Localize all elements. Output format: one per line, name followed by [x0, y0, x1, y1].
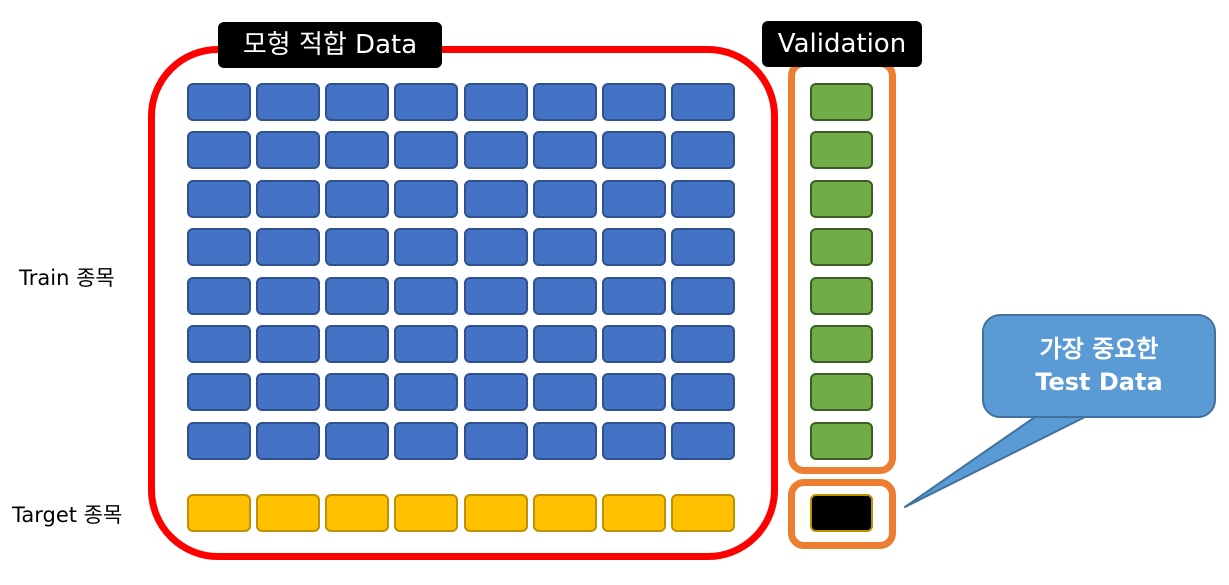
- train-cell: [533, 325, 597, 363]
- train-cell: [671, 83, 735, 121]
- target-cell: [602, 494, 666, 532]
- train-cell: [187, 131, 251, 169]
- train-cell: [187, 180, 251, 218]
- train-cell: [325, 131, 389, 169]
- train-cell: [464, 373, 528, 411]
- train-cell: [187, 325, 251, 363]
- validation-cell: [810, 83, 873, 121]
- train-cell: [256, 228, 320, 266]
- train-cell: [256, 373, 320, 411]
- train-cell: [394, 373, 458, 411]
- train-cell: [533, 373, 597, 411]
- train-cell: [464, 83, 528, 121]
- train-cell: [602, 131, 666, 169]
- target-row-label: Target 종목: [12, 503, 123, 527]
- train-cell: [325, 180, 389, 218]
- train-cell: [325, 373, 389, 411]
- train-cell: [325, 83, 389, 121]
- train-row-label: Train 종목: [19, 266, 115, 290]
- train-cell: [394, 422, 458, 460]
- train-cell: [602, 277, 666, 315]
- train-cell: [533, 228, 597, 266]
- validation-cell: [810, 277, 873, 315]
- train-cell: [533, 422, 597, 460]
- train-cell: [394, 83, 458, 121]
- train-cell: [602, 180, 666, 218]
- validation-cell: [810, 180, 873, 218]
- train-cell: [187, 228, 251, 266]
- target-cell: [671, 494, 735, 532]
- validation-cell: [810, 373, 873, 411]
- target-cell: [187, 494, 251, 532]
- train-cell: [394, 325, 458, 363]
- train-cell: [671, 325, 735, 363]
- train-cell: [464, 277, 528, 315]
- train-cell: [671, 277, 735, 315]
- train-cell: [671, 228, 735, 266]
- validation-cell: [810, 228, 873, 266]
- train-cell: [671, 373, 735, 411]
- validation-cell: [810, 325, 873, 363]
- target-cell: [464, 494, 528, 532]
- train-cell: [256, 131, 320, 169]
- train-cell: [602, 422, 666, 460]
- train-cell: [671, 180, 735, 218]
- validation-label: Validation: [762, 21, 922, 67]
- target-cell: [256, 494, 320, 532]
- train-cell: [256, 83, 320, 121]
- train-cell: [533, 83, 597, 121]
- model-fit-label: 모형 적합 Data: [218, 22, 442, 68]
- validation-cell: [810, 422, 873, 460]
- train-cell: [256, 325, 320, 363]
- train-cell: [325, 277, 389, 315]
- target-cell: [394, 494, 458, 532]
- train-cell: [464, 131, 528, 169]
- train-cell: [464, 228, 528, 266]
- train-cell: [602, 325, 666, 363]
- train-cell: [533, 131, 597, 169]
- train-cell: [187, 373, 251, 411]
- train-cell: [256, 422, 320, 460]
- callout-line-1: 가장 중요한: [1039, 335, 1159, 363]
- callout-line-2: Test Data: [1035, 368, 1163, 396]
- train-cell: [187, 83, 251, 121]
- train-cell: [671, 131, 735, 169]
- train-cell: [394, 180, 458, 218]
- test-data-callout: 가장 중요한 Test Data: [982, 314, 1216, 418]
- train-cell: [464, 325, 528, 363]
- train-cell: [256, 180, 320, 218]
- train-cell: [533, 180, 597, 218]
- model-fit-frame: [148, 46, 778, 560]
- train-cell: [187, 277, 251, 315]
- train-cell: [325, 422, 389, 460]
- train-cell: [602, 228, 666, 266]
- train-cell: [671, 422, 735, 460]
- train-cell: [394, 131, 458, 169]
- target-cell: [533, 494, 597, 532]
- train-cell: [464, 422, 528, 460]
- validation-cell: [810, 131, 873, 169]
- train-cell: [187, 422, 251, 460]
- test-cell: [810, 494, 873, 532]
- target-cell: [325, 494, 389, 532]
- train-cell: [256, 277, 320, 315]
- train-cell: [533, 277, 597, 315]
- train-cell: [325, 228, 389, 266]
- train-cell: [394, 228, 458, 266]
- train-cell: [464, 180, 528, 218]
- test-frame: [788, 479, 896, 549]
- train-cell: [602, 373, 666, 411]
- train-cell: [394, 277, 458, 315]
- train-cell: [325, 325, 389, 363]
- train-cell: [602, 83, 666, 121]
